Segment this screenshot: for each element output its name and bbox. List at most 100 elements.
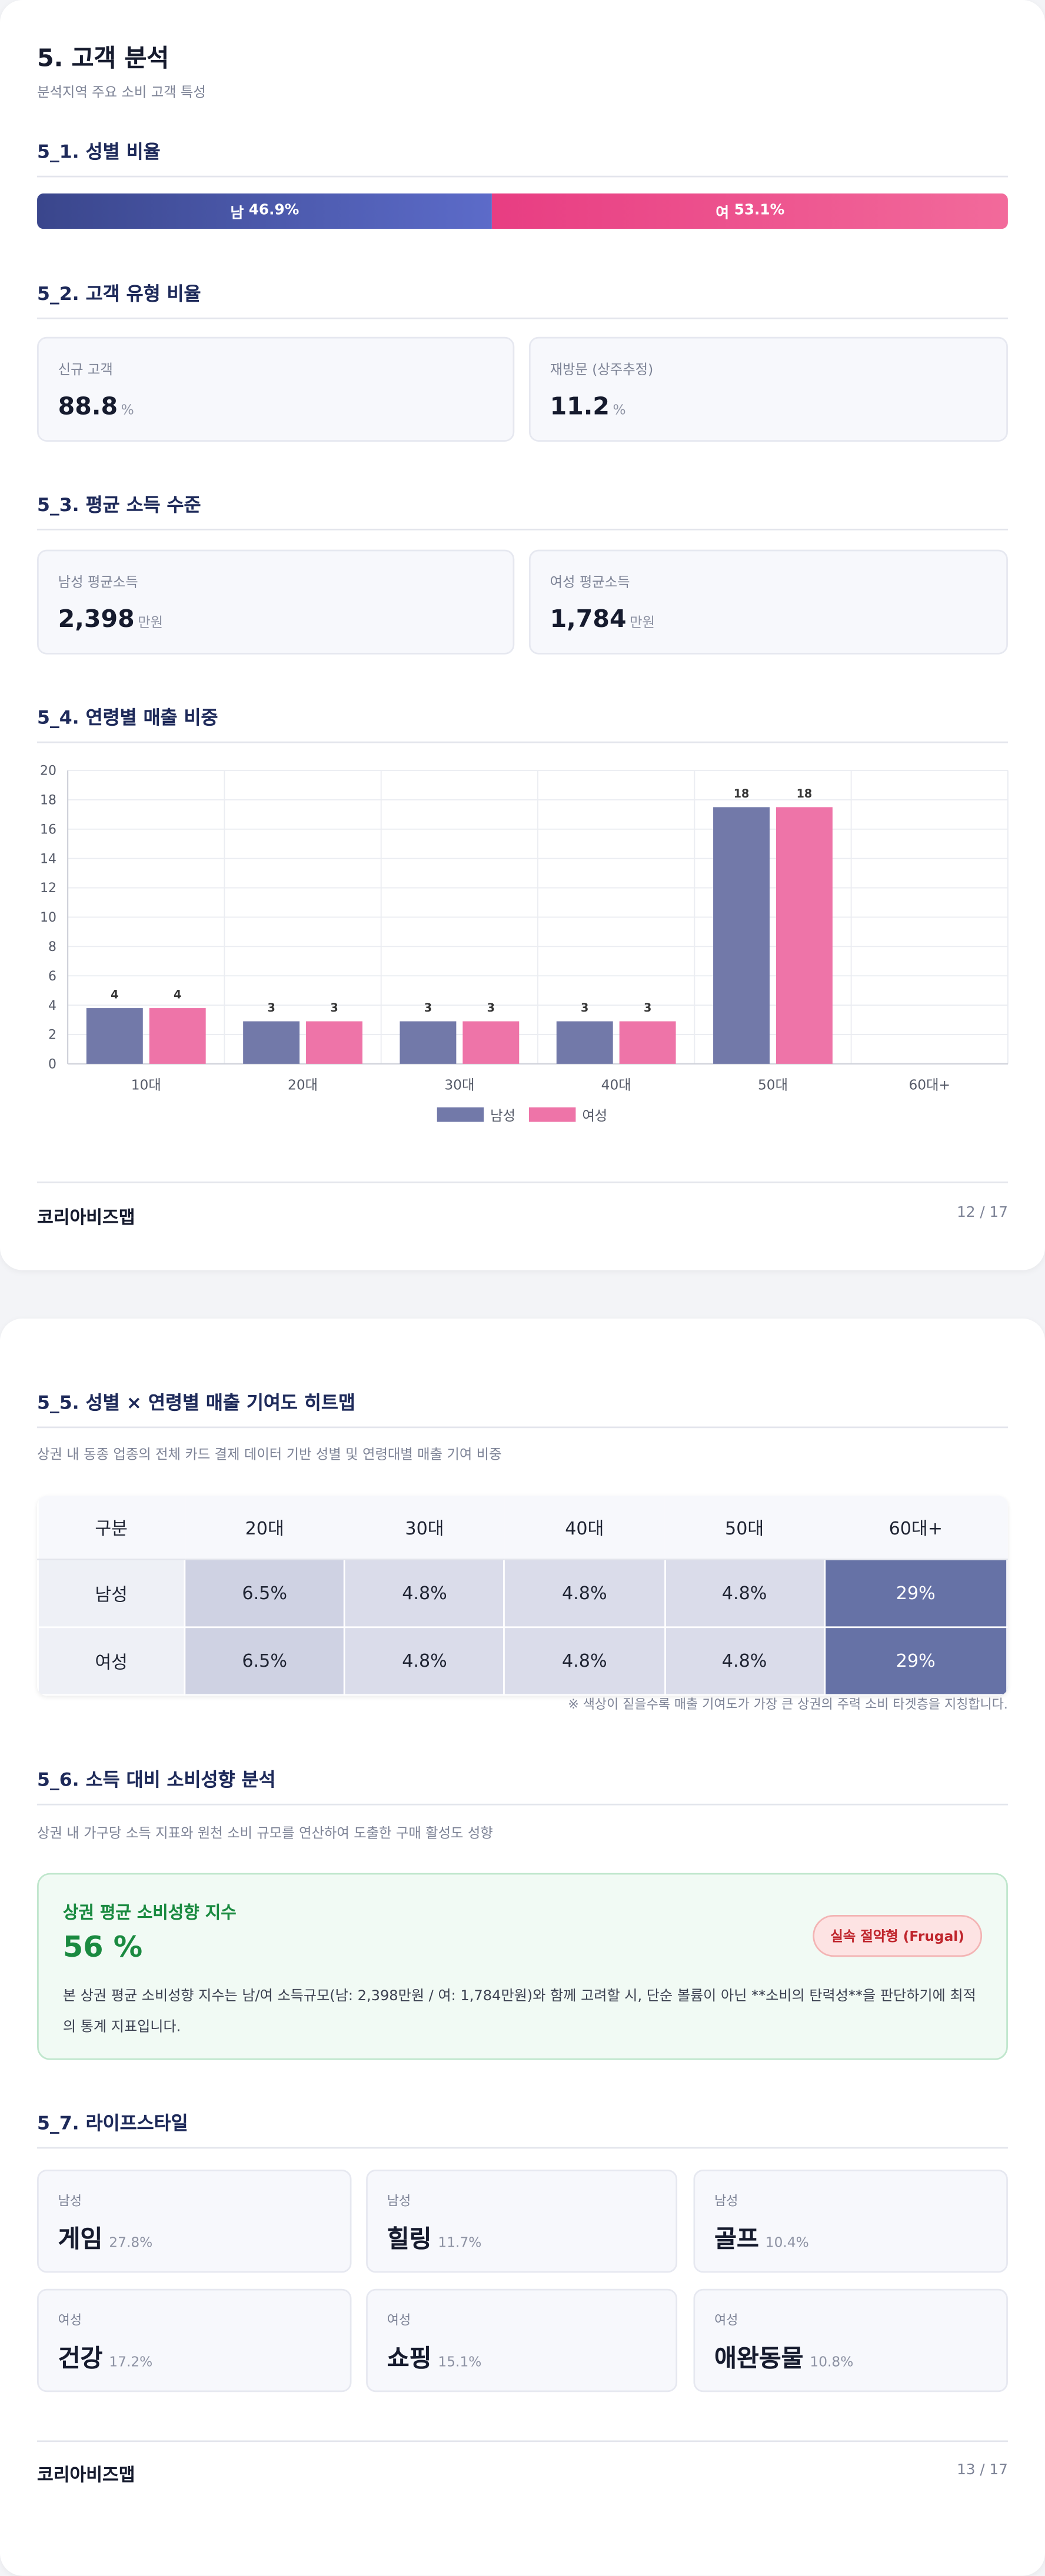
stat-value: 88.8 — [58, 391, 118, 421]
lifestyle-name: 건강 — [58, 2343, 103, 2373]
heatmap-table: 구분 20대 30대 40대 50대 60대+ 남성 6.5% 4.8% 4.8% 4.8% 29%… — [37, 1496, 1008, 1696]
bar-value-label: 18 — [797, 787, 813, 800]
section-heading: 5_3. 평균 소득 수준 — [37, 493, 201, 516]
bar-value-label: 3 — [644, 1001, 651, 1015]
heatmap-note: ※ 색상이 짙을수록 매출 기여도가 가장 큰 상권의 주력 소비 타겟층을 지… — [568, 1697, 1008, 1712]
divider — [37, 317, 1008, 319]
lifestyle-name: 골프 — [714, 2224, 759, 2254]
x-tick-label: 50대 — [758, 1077, 788, 1093]
heatmap-cell: 4.8% — [504, 1559, 665, 1629]
page-number: 13 / 17 — [957, 2462, 1008, 2480]
gender-value: 46.9% — [248, 203, 299, 219]
bar-value-label: 3 — [330, 1001, 338, 1015]
bar — [619, 1021, 676, 1064]
gender-label: 남 — [230, 205, 244, 222]
heatmap-cell: 4.8% — [344, 1626, 505, 1696]
propensity-text: 본 상권 평균 소비성향 지수는 남/여 소득규모(남: 2,398만원 / 여… — [62, 1989, 976, 2036]
divider — [37, 175, 1008, 178]
stat-label: 신규 고객 — [58, 362, 113, 379]
lifestyle-gender: 여성 — [58, 2313, 82, 2328]
heatmap-row: 여성 6.5% 4.8% 4.8% 4.8% 29% — [37, 1626, 1008, 1696]
lifestyle-name-row: 골프 10.4% — [714, 2221, 809, 2255]
lifestyle-name-row: 힐링 11.7% — [387, 2221, 482, 2255]
lifestyle-name: 애완동물 — [714, 2343, 804, 2373]
x-tick-label: 60대+ — [909, 1077, 951, 1093]
lifestyle-name-row: 건강 17.2% — [58, 2340, 153, 2374]
heatmap-cell: 4.8% — [663, 1626, 826, 1696]
gender-segment: 여 53.1% — [492, 193, 1008, 229]
lifestyle-share: 27.8% — [109, 2235, 153, 2252]
bar-value-label: 3 — [424, 1001, 432, 1015]
x-tick-label: 10대 — [131, 1077, 161, 1093]
legend-swatch — [528, 1107, 576, 1122]
heatmap-row-header: 남성 — [37, 1559, 186, 1629]
lifestyle-gender: 남성 — [58, 2194, 82, 2208]
bar — [713, 807, 770, 1064]
lifestyle-card: 여성 애완동물 10.8% — [693, 2288, 1008, 2393]
bar — [556, 1021, 613, 1064]
heatmap-column-header: 20대 — [184, 1496, 345, 1560]
section-heading: 5_7. 라이프스타일 — [37, 2111, 188, 2134]
heatmap-cell: 4.8% — [663, 1559, 826, 1629]
heatmap-header: 구분 20대 30대 40대 50대 60대+ — [38, 1496, 1007, 1560]
lifestyle-share: 15.1% — [438, 2355, 482, 2371]
heatmap-column-header: 40대 — [504, 1496, 665, 1560]
divider — [37, 1803, 1008, 1806]
divider — [37, 528, 1008, 530]
footer-brand: 코리아비즈맵 — [37, 1207, 135, 1229]
heatmap-column-header: 30대 — [344, 1496, 505, 1560]
bar-value-label: 3 — [487, 1001, 495, 1015]
legend-label: 여성 — [582, 1108, 607, 1124]
gender-bar: 남 46.9% 여 53.1% — [37, 193, 1008, 229]
section-heading: 5_6. 소득 대비 소비성향 분석 — [37, 1768, 276, 1791]
propensity-title: 상권 평균 소비성향 지수 — [62, 1903, 237, 1923]
x-tick-label: 20대 — [288, 1077, 318, 1093]
bar — [776, 807, 833, 1064]
heatmap-cell: 4.8% — [504, 1626, 665, 1696]
section-heading: 5_1. 성별 비율 — [37, 140, 161, 163]
lifestyle-gender: 남성 — [387, 2194, 411, 2208]
legend-label: 남성 — [490, 1108, 515, 1124]
propensity-badge: 실속 절약형 (Frugal) — [813, 1914, 983, 1957]
y-tick-label: 8 — [48, 940, 56, 955]
x-tick-label: 40대 — [601, 1077, 631, 1093]
gender-segment: 남 46.9% — [37, 193, 492, 229]
bar-value-label: 4 — [111, 988, 118, 1002]
heatmap-column-header: 60대+ — [824, 1496, 1007, 1560]
y-tick-label: 14 — [40, 852, 56, 866]
lifestyle-name-row: 게임 27.8% — [58, 2221, 153, 2255]
propensity-value: 56 % — [62, 1931, 143, 1965]
divider — [37, 1426, 1008, 1429]
heatmap-cell: 6.5% — [184, 1626, 345, 1696]
y-tick-label: 16 — [40, 822, 56, 837]
lifestyle-share: 10.4% — [765, 2235, 809, 2252]
stat-unit: % — [121, 403, 134, 419]
stat-label: 여성 평균소득 — [550, 575, 630, 592]
lifestyle-gender: 남성 — [714, 2194, 738, 2208]
y-tick-label: 0 — [48, 1057, 56, 1072]
stat-unit: 만원 — [630, 615, 655, 632]
gender-value: 53.1% — [734, 203, 785, 219]
footer-rule — [37, 2440, 1008, 2442]
lifestyle-share: 17.2% — [109, 2355, 153, 2371]
bar-value-label: 4 — [174, 988, 181, 1002]
lifestyle-gender: 여성 — [387, 2313, 411, 2328]
stat-card: 여성 평균소득 1,784 만원 — [528, 549, 1008, 655]
y-tick-label: 12 — [40, 881, 56, 896]
section-heading: 5_2. 고객 유형 비율 — [37, 282, 201, 305]
heatmap-row-header: 여성 — [37, 1626, 186, 1696]
heatmap-cell: 29% — [823, 1626, 1008, 1696]
heatmap-row: 남성 6.5% 4.8% 4.8% 4.8% 29% — [37, 1559, 1008, 1629]
age-chart: 0 2 4 6 8 10 12 14 16 18 20 10대 4 4 20대 3 3 30대 3 3 40대 3 3 50대… — [40, 764, 1009, 1124]
heatmap-column-header: 구분 — [38, 1496, 185, 1560]
page-number: 12 / 17 — [957, 1206, 1008, 1222]
x-tick-label: 30대 — [444, 1077, 474, 1093]
gender-label: 여 — [715, 205, 730, 222]
page-card: 5. 고객 분석 분석지역 주요 소비 고객 특성 5_1. 성별 비율 남 4… — [0, 0, 1045, 1270]
propensity-card: 상권 평균 소비성향 지수 56 % 실속 절약형 (Frugal) 본 상권 … — [37, 1873, 1008, 2060]
lifestyle-card: 여성 쇼핑 15.1% — [366, 2288, 678, 2393]
